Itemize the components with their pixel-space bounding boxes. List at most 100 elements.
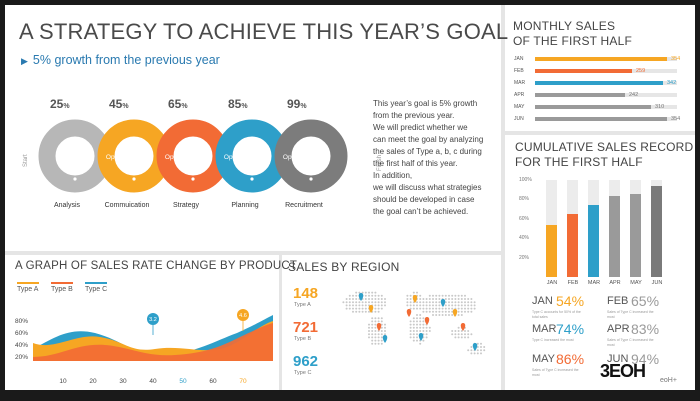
map-dot xyxy=(358,291,361,294)
pct-month-mar: MAR xyxy=(532,323,557,335)
rate-area-chart: 80% 60% 40% 20% 3.2 4.6 10 20 30 40 50 60 70 xyxy=(15,309,273,385)
map-dot xyxy=(355,307,358,310)
map-dot xyxy=(380,333,383,336)
stage-label-planning: Planning xyxy=(231,202,259,209)
map-dot xyxy=(368,310,370,313)
map-dot xyxy=(409,307,412,310)
rate-x-tick-3: 40 xyxy=(149,378,157,385)
map-dot xyxy=(464,294,466,297)
map-dot xyxy=(371,294,374,297)
map-dot xyxy=(348,301,351,304)
cum-month-mar: MAR xyxy=(587,280,601,286)
rate-x-tick-1: 20 xyxy=(89,378,97,385)
map-dot xyxy=(480,346,482,348)
map-dot xyxy=(428,326,431,329)
monthly-label-jan: JAN xyxy=(514,56,524,62)
map-dot xyxy=(374,310,377,313)
bottom-divider xyxy=(5,251,501,255)
map-dot xyxy=(355,304,358,307)
map-dot xyxy=(406,294,409,297)
map-dot xyxy=(384,333,386,336)
ring-dot-5 xyxy=(309,177,313,181)
map-dot xyxy=(448,301,450,304)
map-dot xyxy=(368,333,370,336)
stage-pct-3: 65% xyxy=(168,97,188,111)
map-dot xyxy=(451,294,454,297)
map-dot xyxy=(371,323,374,326)
map-dot xyxy=(432,301,434,304)
map-dot xyxy=(368,294,370,297)
map-dot xyxy=(454,304,457,307)
map-dot xyxy=(425,330,428,332)
map-dot xyxy=(425,333,428,336)
map-dot xyxy=(412,291,415,294)
map-dot xyxy=(438,314,441,316)
map-dot xyxy=(371,291,374,294)
map-dot xyxy=(374,339,377,342)
map-dot xyxy=(444,314,447,316)
map-dot xyxy=(409,336,412,339)
stage-icon-4 xyxy=(247,163,257,171)
map-dot xyxy=(368,326,370,329)
map-dot xyxy=(444,301,447,304)
map-dot xyxy=(342,301,345,304)
map-dot xyxy=(464,330,466,332)
map-dot xyxy=(364,310,367,313)
map-dot xyxy=(380,336,383,339)
map-dot xyxy=(476,346,479,348)
map-dot xyxy=(409,333,412,336)
map-dot xyxy=(432,294,434,297)
map-dot xyxy=(441,294,444,297)
map-dot xyxy=(435,298,438,300)
map-dot xyxy=(428,304,431,307)
map-dot xyxy=(358,310,361,313)
rate-x-tick-4: 50 xyxy=(179,378,187,385)
map-dot xyxy=(380,307,383,310)
map-dot xyxy=(467,349,470,352)
map-dot xyxy=(464,301,466,304)
stage-label-recruitment: Recruitment xyxy=(285,202,323,209)
cum-month-apr: APR xyxy=(609,280,621,286)
map-dot xyxy=(377,304,380,307)
monthly-bar-jan xyxy=(535,57,667,61)
map-dot xyxy=(422,304,425,307)
monthly-label-jun: JUN xyxy=(514,116,524,122)
map-dot xyxy=(428,330,431,332)
map-dot xyxy=(460,336,463,339)
map-dot xyxy=(377,342,380,345)
map-dot xyxy=(371,326,374,329)
map-dot xyxy=(371,320,374,323)
map-dot xyxy=(467,336,470,339)
map-dot xyxy=(457,304,460,307)
map-dot xyxy=(483,349,486,352)
map-dot xyxy=(438,298,441,300)
map-dot xyxy=(419,323,422,326)
map-dot xyxy=(345,298,348,300)
map-dot xyxy=(377,333,380,336)
map-dot xyxy=(406,301,409,304)
ring-dot-4 xyxy=(250,177,254,181)
map-dot xyxy=(432,310,434,313)
stage-icon-1 xyxy=(70,163,80,171)
map-dot xyxy=(444,310,447,313)
map-dot xyxy=(371,339,374,342)
map-dot xyxy=(435,304,438,307)
map-dot xyxy=(460,298,463,300)
map-dot xyxy=(364,291,367,294)
map-dot xyxy=(352,307,354,310)
stage-pct-5: 99% xyxy=(287,97,307,111)
map-dot xyxy=(425,307,428,310)
map-dot xyxy=(361,291,364,294)
map-dot xyxy=(422,307,425,310)
map-dot xyxy=(374,323,377,326)
map-dot xyxy=(368,330,370,332)
map-dot xyxy=(384,326,386,329)
world-map xyxy=(342,291,486,355)
map-dot xyxy=(444,304,447,307)
map-dot xyxy=(454,298,457,300)
map-dot xyxy=(374,291,377,294)
map-dot xyxy=(451,307,454,310)
map-dot xyxy=(467,330,470,332)
map-dot xyxy=(451,333,454,336)
ring-1 xyxy=(38,119,112,193)
